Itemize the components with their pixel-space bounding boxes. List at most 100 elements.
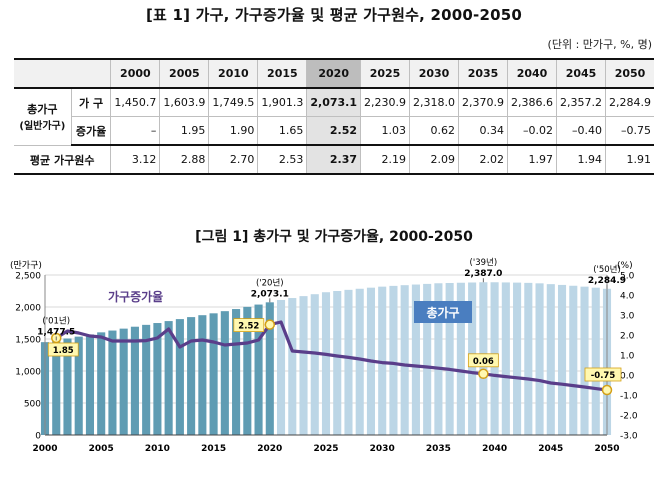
households-annotation-value: 2,073.1 — [251, 289, 289, 299]
bar-households — [344, 289, 353, 435]
growth-row: 증가율 –1.95 1.90 1.65 2.52 1.03 0.62 0.34 –0.02 –0… — [14, 116, 654, 146]
avg-members-cell: 2.53 — [257, 145, 307, 175]
bar-households — [310, 294, 319, 435]
x-tick-label: 2015 — [201, 444, 226, 454]
growth-cell: –0.02 — [507, 116, 557, 146]
bar-households — [276, 299, 286, 435]
legend-households: 총가구 — [426, 305, 459, 320]
households-annotation-year: ('20년) — [256, 277, 284, 288]
table-header-row: 2000 2005 2010 2015 2020 2025 2030 2035 2040 2045… — [14, 58, 654, 89]
rate-label: -0.75 — [591, 371, 616, 381]
households-cell: 2,230.9 — [360, 88, 410, 117]
left-axis-unit: (만가구) — [10, 260, 42, 271]
households-annotation-year: ('39년) — [470, 257, 498, 268]
growth-cell: 0.34 — [458, 116, 508, 146]
left-tick-label: 1,000 — [15, 368, 41, 378]
bar-households — [198, 315, 207, 435]
avg-members-cell: 2.70 — [208, 145, 258, 175]
avg-members-cell: 3.12 — [110, 145, 160, 175]
households-cell: 1,901.3 — [257, 88, 307, 117]
year-header: 2025 — [360, 58, 410, 89]
bar-households — [557, 284, 567, 435]
growth-cell: –0.40 — [556, 116, 606, 146]
bar-households — [389, 285, 398, 435]
households-cell: 2,357.2 — [556, 88, 606, 117]
x-tick-label: 2025 — [313, 444, 338, 454]
left-tick-label: 2,000 — [15, 304, 41, 314]
x-tick-label: 2005 — [89, 444, 114, 454]
bar-households — [220, 311, 229, 435]
households-cell: 2,386.6 — [507, 88, 557, 117]
rate-label: 1.85 — [53, 346, 74, 356]
growth-cell: 1.65 — [257, 116, 307, 146]
chart-title: [그림 1] 총가구 및 가구증가율, 2000-2050 — [195, 229, 473, 245]
avg-members-row: 평균 가구원수 3.12 2.88 2.70 2.53 2.37 2.19 2.09 2.02… — [14, 145, 654, 175]
left-tick-label: 1,500 — [15, 336, 41, 346]
households-cell: 1,749.5 — [208, 88, 258, 117]
avg-members-cell: 2.19 — [360, 145, 410, 175]
bar-households — [63, 338, 72, 435]
bar-households — [321, 292, 331, 435]
bar-households — [501, 282, 510, 435]
bar-households — [142, 324, 151, 435]
avg-members-cell: 1.94 — [556, 145, 606, 175]
x-tick-label: 2000 — [32, 444, 57, 454]
bar-households — [591, 287, 600, 435]
bar-households — [400, 285, 409, 435]
rate-marker — [264, 319, 276, 330]
bar-households — [74, 336, 83, 435]
right-tick-label: -2.0 — [620, 412, 638, 422]
bar-households — [254, 304, 263, 435]
rate-label-box — [47, 342, 79, 357]
households-annotation-value: 1,477.5 — [37, 327, 75, 337]
avg-members-cell: 1.91 — [605, 145, 654, 175]
households-cell: 2,284.9 — [605, 88, 654, 117]
year-header: 2015 — [257, 58, 307, 89]
bar-households — [108, 330, 117, 435]
right-tick-label: 0.0 — [620, 372, 635, 382]
x-tick-label: 2040 — [482, 444, 507, 454]
x-tick-label: 2020 — [257, 444, 282, 454]
group-sublabel: (일반가구) — [19, 121, 66, 133]
group-label: 총가구 — [27, 103, 58, 117]
bar-households — [153, 323, 162, 435]
bar-households — [423, 283, 432, 435]
legend-growth-rate: 가구증가율 — [108, 289, 163, 304]
bar-households — [513, 282, 522, 435]
year-header: 2040 — [507, 58, 557, 89]
rate-marker — [478, 368, 489, 380]
right-tick-label: 5.0 — [620, 272, 635, 282]
year-header: 2030 — [409, 58, 459, 89]
bar-households — [456, 282, 465, 435]
households-annotation-value: 2,387.0 — [464, 269, 502, 279]
households-annotation-year: ('50년) — [593, 264, 621, 275]
table-unit: (단위 : 만가구, %, 명) — [547, 38, 652, 51]
avg-members-label: 평균 가구원수 — [14, 145, 111, 175]
bar-households — [243, 306, 252, 435]
growth-cell: 1.90 — [208, 116, 258, 146]
right-tick-label: 2.0 — [620, 332, 635, 342]
avg-members-cell: 2.09 — [409, 145, 459, 175]
bar-households — [535, 283, 544, 435]
left-tick-label: 500 — [24, 400, 41, 410]
avg-members-cell: 2.88 — [159, 145, 209, 175]
households-cell: 1,450.7 — [110, 88, 160, 117]
bar-households — [434, 283, 443, 435]
statistics-table: 2000 2005 2010 2015 2020 2025 2030 2035 2040 2045… — [14, 58, 654, 175]
x-tick-label: 2050 — [594, 444, 619, 454]
right-tick-label: 4.0 — [620, 292, 635, 302]
rate-label: 0.06 — [473, 357, 494, 367]
bar-households — [164, 321, 173, 435]
x-tick-label: 2010 — [145, 444, 170, 454]
growth-cell: 1.95 — [159, 116, 209, 146]
bar-households — [119, 328, 128, 435]
households-cell: 1,603.9 — [159, 88, 209, 117]
rate-label-box — [233, 318, 265, 333]
households-row: 총가구 (일반가구) 가 구 1,450.7 1,603.9 1,749.5 1,90… — [14, 88, 654, 146]
bar-households — [355, 288, 364, 435]
households-cell: 2,318.0 — [409, 88, 459, 117]
bar-households — [288, 298, 297, 435]
growth-cell: –0.75 — [605, 116, 654, 146]
avg-members-cell: 2.37 — [306, 145, 361, 175]
